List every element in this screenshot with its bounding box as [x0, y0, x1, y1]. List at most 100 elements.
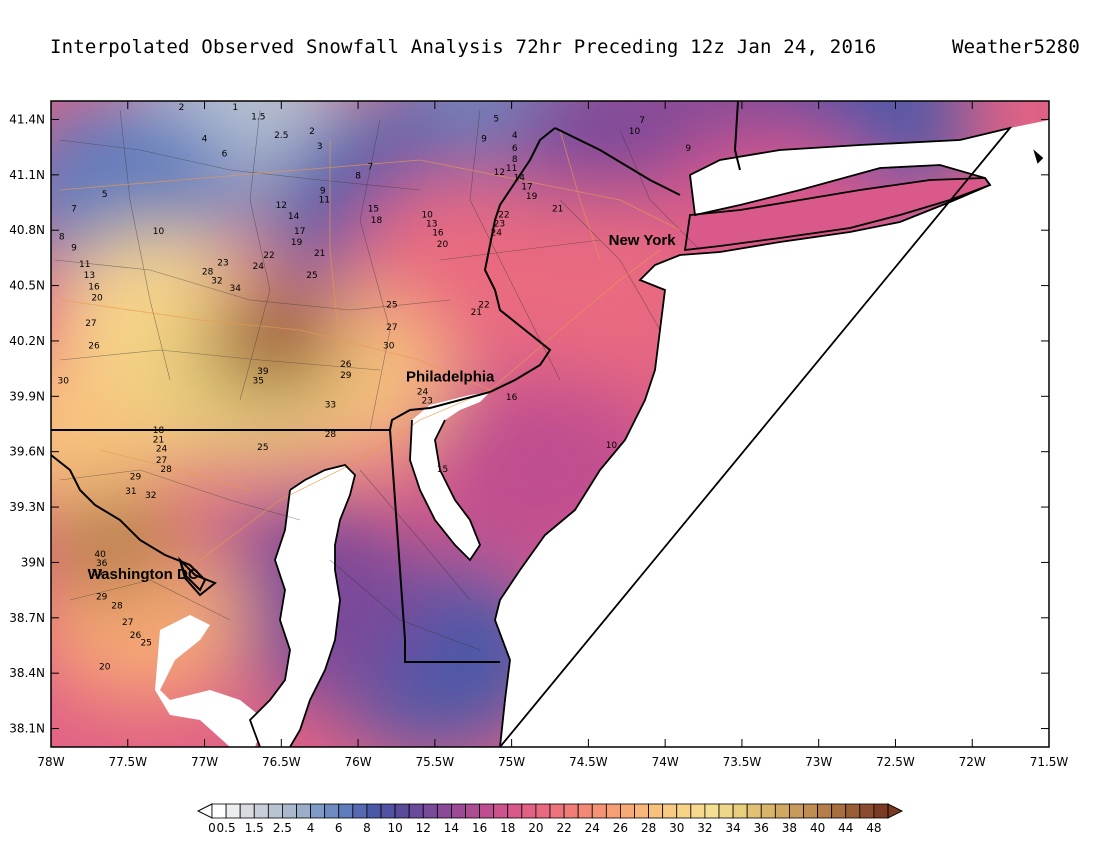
colorbar-label: 6 [335, 821, 343, 835]
observation-value: 21 [552, 205, 563, 215]
snow-center [51, 488, 182, 599]
potomac-river [155, 615, 265, 747]
observation-value: 17 [294, 227, 305, 237]
observation-value: 32 [211, 277, 222, 287]
colorbar-label: 30 [669, 821, 684, 835]
colorbar-swatch [451, 803, 466, 819]
observation-value: 25 [257, 443, 268, 453]
x-tick-label: 71.5W [1030, 755, 1069, 769]
county-line [359, 119, 391, 431]
county-line [59, 469, 301, 521]
observation-value: 17 [521, 183, 532, 193]
observation-value: 15 [437, 465, 448, 475]
observation-value: 6 [512, 144, 518, 154]
observation-value: 5 [493, 114, 499, 124]
colorbar-swatch [873, 803, 889, 819]
colorbar-label: 36 [754, 821, 769, 835]
colorbar-swatch [831, 803, 847, 819]
county-line [119, 109, 171, 381]
colorbar-swatch [422, 803, 438, 819]
observation-value: 5 [102, 190, 108, 200]
state-boundaries [51, 101, 741, 663]
observation-value: 28 [160, 465, 172, 475]
colorbar-label: 1.5 [245, 821, 264, 835]
colorbar-label: 38 [782, 821, 797, 835]
colorbar-label: 32 [697, 821, 712, 835]
ocean [495, 120, 1049, 747]
observation-value: 12 [276, 201, 287, 211]
county-line [439, 239, 601, 261]
pa-md-border [51, 391, 491, 431]
colorbar-label: 48 [866, 821, 881, 835]
county-line [359, 469, 471, 601]
colorbar-swatch [282, 803, 297, 819]
observation-value: 9 [685, 144, 691, 154]
y-tick-label: 38.4N [9, 666, 45, 680]
observation-value: 8 [59, 232, 65, 242]
colorbar-swatch [591, 803, 607, 819]
observation-value: 30 [383, 341, 395, 351]
x-tick-label: 72.5W [876, 755, 915, 769]
colorbar-min-arrow [196, 803, 213, 819]
colorbar-swatch [648, 803, 664, 819]
observation-value: 24 [156, 445, 168, 455]
y-tick-label: 40.5N [9, 279, 45, 293]
observation-value: 19 [526, 192, 538, 202]
colorbar-swatch [803, 803, 818, 819]
observation-value: 21 [471, 308, 482, 318]
colorbar-swatch [352, 803, 368, 819]
colorbar-swatch [732, 803, 748, 819]
colorbar-swatch [676, 803, 692, 819]
observation-value: 7 [367, 162, 373, 172]
coastline [248, 126, 1044, 747]
observation-value: 39 [257, 367, 269, 377]
x-tick-label: 73.5W [723, 755, 762, 769]
county-line [239, 109, 271, 401]
observation-value: 32 [145, 491, 156, 501]
road [489, 249, 661, 391]
observation-value: 23 [421, 397, 432, 407]
observation-value: 24 [491, 229, 503, 239]
observation-value: 24 [417, 387, 429, 397]
observation-value: 21 [314, 249, 325, 259]
colorbar-swatch [662, 803, 678, 819]
observation-value: 11 [79, 260, 90, 270]
colorbar-swatch [620, 803, 635, 819]
observation-value: 26 [88, 341, 100, 351]
colorbar-swatch [507, 803, 523, 819]
observation-value: 13 [426, 220, 437, 230]
colorbar-label: 0.5 [217, 821, 236, 835]
observation-value: 29 [96, 592, 108, 602]
colorbar-swatch [465, 803, 480, 819]
observation-value: 23 [494, 220, 505, 230]
observation-value: 18 [153, 426, 165, 436]
colorbar-swatch [789, 803, 804, 819]
observation-value: 15 [368, 205, 379, 215]
observation-value: 14 [288, 212, 300, 222]
colorbar-label: 24 [585, 821, 600, 835]
observation-value: 35 [253, 376, 264, 386]
colorbar-label: 40 [810, 821, 825, 835]
observation-value: 11 [506, 164, 517, 174]
observation-value: 10 [153, 227, 165, 237]
x-tick-label: 77.5W [108, 755, 147, 769]
colorbar-swatch [605, 803, 621, 819]
snow-center [204, 285, 343, 396]
observation-value: 7 [639, 116, 645, 126]
colorbar-swatch [366, 803, 382, 819]
county-line [59, 139, 421, 191]
colorbar-label: 44 [838, 821, 853, 835]
observation-value: 26 [130, 631, 142, 641]
observation-value: 3 [317, 142, 323, 152]
county-line [59, 349, 381, 371]
chesapeake-east [289, 464, 356, 747]
x-tick-label: 77W [191, 755, 218, 769]
observation-value: 14 [514, 173, 526, 183]
colorbar-swatch [267, 803, 283, 819]
observation-value: 24 [253, 262, 265, 272]
observation-value: 28 [325, 430, 337, 440]
colorbar-label: 10 [387, 821, 402, 835]
road [199, 389, 491, 561]
